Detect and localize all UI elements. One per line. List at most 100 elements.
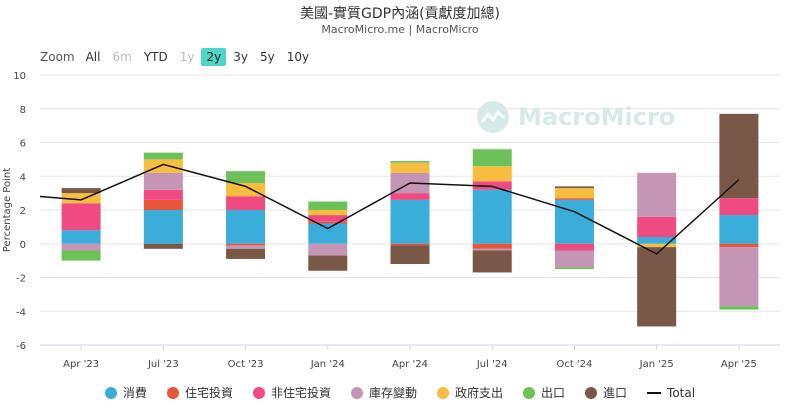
bar-segment[interactable] — [472, 243, 512, 249]
legend-item[interactable]: 政府支出 — [436, 384, 503, 401]
range-button-ytd[interactable]: YTD — [143, 50, 168, 64]
bar-segment[interactable] — [554, 188, 594, 199]
x-tick-label: Jul '24 — [476, 359, 508, 370]
bar-segment[interactable] — [143, 210, 183, 244]
bar-segment[interactable] — [554, 250, 594, 268]
legend-label: Total — [667, 385, 696, 400]
bar-segment[interactable] — [143, 189, 183, 200]
bar-segment[interactable] — [719, 215, 759, 244]
y-tick-label: 0 — [20, 240, 26, 251]
bar-segment[interactable] — [472, 250, 512, 273]
bar-segment[interactable] — [390, 245, 430, 264]
bar-segment[interactable] — [390, 199, 430, 244]
legend-label: 消費 — [122, 386, 147, 400]
y-tick-label: 4 — [20, 172, 26, 183]
bar-segment[interactable] — [637, 237, 677, 244]
x-tick-label: Apr '24 — [392, 359, 428, 370]
bar-segment[interactable] — [308, 243, 348, 256]
bar-segment[interactable] — [719, 243, 759, 248]
range-button-10y[interactable]: 10y — [286, 50, 310, 64]
range-button-1y[interactable]: 1y — [179, 50, 195, 64]
bar-segment[interactable] — [226, 183, 266, 197]
legend-label: 政府支出 — [454, 386, 503, 400]
legend-item[interactable]: 庫存變動 — [350, 384, 417, 401]
bar-segment[interactable] — [308, 221, 348, 224]
x-tick-label: Jul '23 — [147, 359, 179, 370]
bar-segment[interactable] — [61, 188, 101, 194]
bar-segment[interactable] — [554, 267, 594, 270]
legend: 消費 住宅投資 非住宅投資 庫存變動 政府支出 出口 進口 Total — [0, 384, 800, 401]
bar-segment[interactable] — [226, 243, 266, 246]
range-button-all[interactable]: All — [85, 50, 101, 64]
range-button-6m[interactable]: 6m — [112, 50, 132, 64]
bar-segment[interactable] — [226, 248, 266, 259]
bar-segment[interactable] — [719, 306, 759, 310]
bar-segment[interactable] — [143, 199, 183, 210]
bar-segment[interactable] — [719, 198, 759, 216]
y-tick-label: -6 — [16, 341, 26, 352]
bar-segment[interactable] — [637, 243, 677, 248]
legend-marker — [436, 386, 449, 399]
legend-label: 住宅投資 — [184, 386, 233, 400]
range-button-2y[interactable]: 2y — [201, 48, 227, 66]
bar-segment[interactable] — [61, 250, 101, 261]
bar-segment[interactable] — [143, 243, 183, 249]
bar-segment[interactable] — [719, 113, 759, 199]
y-tick-label: -4 — [16, 307, 26, 318]
y-tick-label: 2 — [20, 206, 26, 217]
bar-segment[interactable] — [637, 172, 677, 217]
bar-segment[interactable] — [637, 216, 677, 237]
bar-segment[interactable] — [390, 243, 430, 246]
total-line[interactable] — [39, 163, 740, 255]
legend-item[interactable]: 進口 — [585, 384, 627, 401]
y-tick-label: 8 — [20, 105, 26, 116]
bar-segment[interactable] — [61, 243, 101, 251]
bar-segment[interactable] — [390, 161, 430, 163]
legend-marker — [252, 386, 265, 399]
legend-item[interactable]: 非住宅投資 — [252, 384, 331, 401]
bar-segment[interactable] — [308, 223, 348, 244]
bar-segment[interactable] — [472, 248, 512, 251]
bar-segment[interactable] — [226, 210, 266, 244]
zoom-label: Zoom — [40, 50, 75, 64]
bar-segment[interactable] — [472, 181, 512, 190]
legend-marker — [523, 386, 535, 399]
bar-segment[interactable] — [554, 198, 594, 200]
bar-segment[interactable] — [143, 172, 183, 190]
bar-segment[interactable] — [226, 245, 266, 249]
bar-segment[interactable] — [719, 247, 759, 307]
range-button-3y[interactable]: 3y — [233, 50, 248, 64]
bar-segment[interactable] — [554, 186, 594, 189]
bar-segment[interactable] — [143, 152, 183, 160]
bar-segment[interactable] — [61, 193, 101, 204]
bar-segment[interactable] — [61, 203, 101, 231]
legend-label: 庫存變動 — [368, 386, 417, 400]
bar-segment[interactable] — [637, 247, 677, 327]
x-tick-label: Apr '23 — [63, 359, 99, 370]
bar-segment[interactable] — [143, 159, 183, 173]
chart-title: 美國-實質GDP內涵(貢獻度加總) — [299, 6, 501, 22]
bar-segment[interactable] — [226, 196, 266, 211]
range-button-5y[interactable]: 5y — [259, 50, 275, 64]
bar-segment[interactable] — [308, 201, 348, 210]
range-selector: Zoom All 6m YTD 1y 2y 3y 5y 10y — [40, 48, 314, 66]
bar-segment[interactable] — [226, 171, 266, 183]
legend-item[interactable]: 住宅投資 — [166, 384, 233, 401]
bar-segment[interactable] — [554, 243, 594, 251]
legend-item[interactable]: 出口 — [523, 384, 565, 401]
legend-item[interactable]: 消費 — [104, 384, 147, 401]
legend-item-total[interactable]: Total — [647, 384, 695, 401]
bar-segment[interactable] — [308, 210, 348, 216]
bar-segment[interactable] — [472, 149, 512, 167]
bar-segment[interactable] — [472, 189, 512, 244]
bar-segment[interactable] — [390, 162, 430, 173]
bar-segment[interactable] — [390, 193, 430, 200]
bar-segment[interactable] — [308, 255, 348, 271]
y-tick-label: 6 — [20, 139, 26, 150]
bar-segment[interactable] — [554, 199, 594, 244]
bar-segment[interactable] — [308, 215, 348, 222]
legend-line-marker — [647, 391, 662, 394]
bar-segment[interactable] — [61, 230, 101, 244]
bar-segment[interactable] — [472, 166, 512, 182]
